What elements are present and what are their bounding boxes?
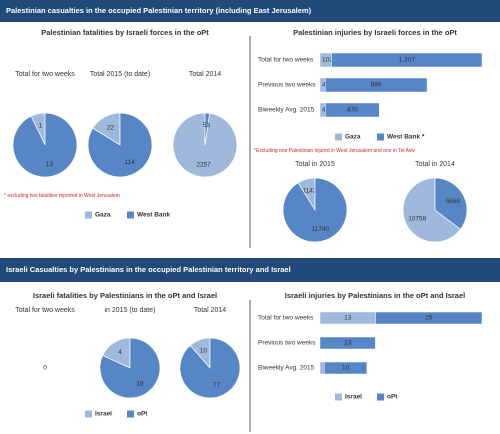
pie-slice: [402, 177, 462, 243]
pie-title: Total in 2015: [295, 161, 335, 168]
bar: [375, 311, 483, 325]
legend-swatch: [377, 393, 384, 401]
pie-slice: [434, 177, 468, 230]
pie-title: Total 2015 (to date): [89, 71, 151, 78]
value-label: 13: [344, 315, 352, 322]
legend-label: Gaza: [95, 212, 111, 219]
value-label: 0: [43, 365, 47, 372]
bar: [331, 52, 483, 68]
legend-label: oPt: [387, 394, 398, 401]
note-text: *Excluding one Palestinian injured in We…: [254, 148, 415, 154]
chart-title: Palestinian injuries by Israeli forces i…: [293, 28, 457, 37]
legend-swatch: [85, 410, 92, 418]
banner-title: Palestinian casualties in the occupied P…: [6, 6, 312, 15]
note: * excluding two fatalities reported in W…: [4, 193, 120, 199]
bar: [325, 102, 380, 118]
category-label: Total for two weeks: [258, 57, 314, 64]
legend-label: oPt: [137, 411, 148, 418]
value-label: 2257: [196, 162, 211, 169]
value-label: 1: [39, 122, 43, 129]
pie-title-text: in 2015 (to date): [104, 307, 156, 314]
category-label: Biweekly Avg. 2015: [258, 107, 315, 114]
legend-label: Israel: [95, 411, 112, 418]
pie-title: Total in 2014: [415, 161, 455, 168]
value-label: 102: [322, 57, 333, 64]
legend-swatch: [335, 393, 342, 401]
bar: [324, 361, 368, 375]
pie-title: Total 2014: [188, 71, 222, 78]
chart-title: Israeli fatalities by Palestinians in th…: [33, 291, 217, 300]
legend-swatch: [335, 133, 342, 141]
bar: [319, 336, 376, 350]
legend-label: West Bank *: [387, 134, 425, 141]
pie-slice: [99, 337, 161, 399]
category-label: Biweekly Avg. 2015: [258, 365, 315, 372]
chart-title: Palestinian fatalities by Israeli forces…: [41, 28, 209, 37]
value-label: 22: [107, 124, 115, 131]
value-label: 470: [347, 107, 358, 114]
pie-title: Total 2014: [193, 307, 227, 314]
legend-label: Gaza: [345, 134, 361, 141]
value-label: 18: [136, 380, 144, 387]
pie-title-text: Total 2015 (to date): [89, 71, 151, 78]
legend-swatch: [377, 133, 384, 141]
pie-title: Total for two weeks: [15, 71, 75, 78]
value-label: 10: [200, 347, 208, 354]
pie-slice: [282, 177, 348, 243]
value-label: 77: [213, 382, 221, 389]
pie-title-text: Total in 2015: [295, 161, 335, 168]
value-label: 114: [124, 159, 135, 166]
value-label: 5868: [446, 198, 461, 205]
legend-label: West Bank: [137, 212, 170, 219]
pie-slice: [172, 112, 238, 178]
value-label: 886: [371, 82, 382, 89]
value-label: 25: [425, 315, 433, 322]
pie-slice: [179, 337, 241, 399]
pie-title: in 2015 (to date): [104, 307, 156, 314]
pie-slice: [87, 112, 153, 178]
pie-title-text: Total 2014: [193, 307, 227, 314]
chart-title: Israeli injuries by Palestinians in the …: [285, 291, 465, 300]
pie-title-text: Total for two weeks: [15, 71, 75, 78]
pie-title: Total for two weeks: [15, 307, 75, 314]
pie-slice: [204, 112, 210, 146]
legend-swatch: [127, 211, 134, 219]
note: *Excluding one Palestinian injured in We…: [254, 148, 415, 154]
bar: [324, 77, 428, 93]
legend-swatch: [127, 410, 134, 418]
value-label: 13: [344, 340, 352, 347]
pie-title-text: Total 2014: [188, 71, 222, 78]
banner-title: Israeli Casualties by Palestinians in th…: [6, 265, 291, 274]
pie-slice: [12, 112, 78, 178]
category-label: Previous two weeks: [258, 340, 316, 347]
pie-title-text: Total for two weeks: [15, 307, 75, 314]
value-label: 10758: [408, 216, 426, 223]
value-label: 13: [46, 161, 54, 168]
value-label: 11740: [312, 226, 330, 233]
value-label: 1,307: [399, 57, 416, 64]
value-label: 1142: [303, 188, 317, 195]
value-label: 53: [203, 122, 211, 129]
category-label: Total for two weeks: [258, 315, 314, 322]
legend-label: Israel: [345, 394, 362, 401]
banner: [0, 0, 500, 22]
legend-swatch: [85, 211, 92, 219]
banner: [0, 258, 500, 282]
value-label: 4: [118, 349, 122, 356]
category-label: Previous two weeks: [258, 82, 316, 89]
value-label: 10: [342, 365, 350, 372]
bar: [319, 361, 325, 375]
pie-title-text: Total in 2014: [415, 161, 455, 168]
note-text: * excluding two fatalities reported in W…: [4, 193, 120, 199]
